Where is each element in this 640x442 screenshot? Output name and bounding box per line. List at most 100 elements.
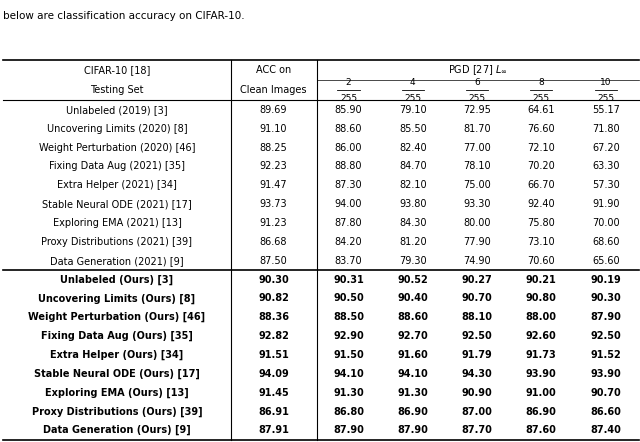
Text: 90.21: 90.21: [526, 274, 557, 285]
Text: 88.00: 88.00: [525, 312, 557, 322]
Text: 255: 255: [340, 94, 357, 103]
Text: 70.60: 70.60: [527, 256, 555, 266]
Text: 91.30: 91.30: [333, 388, 364, 398]
Text: CIFAR-10 [18]: CIFAR-10 [18]: [84, 65, 150, 75]
Text: 93.90: 93.90: [526, 369, 557, 379]
Text: 92.40: 92.40: [527, 199, 555, 209]
Text: 91.60: 91.60: [397, 350, 428, 360]
Text: 72.10: 72.10: [527, 143, 555, 152]
Text: 6: 6: [474, 78, 480, 87]
Text: 4: 4: [410, 78, 415, 87]
Text: 91.23: 91.23: [260, 218, 287, 228]
Text: Clean Images: Clean Images: [241, 85, 307, 95]
Text: 90.70: 90.70: [591, 388, 621, 398]
Text: 10: 10: [600, 78, 612, 87]
Text: 87.40: 87.40: [591, 425, 621, 435]
Text: 91.50: 91.50: [333, 350, 364, 360]
Text: 83.70: 83.70: [335, 256, 362, 266]
Text: PGD [27] $L_\infty$: PGD [27] $L_\infty$: [448, 63, 508, 77]
Text: 93.30: 93.30: [463, 199, 491, 209]
Text: 93.90: 93.90: [591, 369, 621, 379]
Text: 75.80: 75.80: [527, 218, 555, 228]
Text: 2: 2: [346, 78, 351, 87]
Text: ACC on: ACC on: [256, 65, 291, 75]
Text: 87.90: 87.90: [333, 425, 364, 435]
Text: 86.91: 86.91: [258, 407, 289, 416]
Text: 64.61: 64.61: [527, 105, 555, 115]
Text: 87.30: 87.30: [335, 180, 362, 191]
Text: 86.90: 86.90: [525, 407, 557, 416]
Text: 91.30: 91.30: [397, 388, 428, 398]
Text: 8: 8: [538, 78, 544, 87]
Text: 55.17: 55.17: [592, 105, 620, 115]
Text: 88.25: 88.25: [260, 143, 287, 152]
Text: 80.00: 80.00: [463, 218, 491, 228]
Text: 79.30: 79.30: [399, 256, 427, 266]
Text: Fixing Data Aug (Ours) [35]: Fixing Data Aug (Ours) [35]: [41, 331, 193, 341]
Text: 91.79: 91.79: [461, 350, 492, 360]
Text: 92.50: 92.50: [591, 331, 621, 341]
Text: 92.82: 92.82: [258, 331, 289, 341]
Text: 90.90: 90.90: [461, 388, 492, 398]
Text: 90.50: 90.50: [333, 293, 364, 303]
Text: 72.95: 72.95: [463, 105, 491, 115]
Text: 86.60: 86.60: [591, 407, 621, 416]
Text: 77.90: 77.90: [463, 237, 491, 247]
Text: 90.19: 90.19: [591, 274, 621, 285]
Text: 94.00: 94.00: [335, 199, 362, 209]
Text: below are classification accuracy on CIFAR-10.: below are classification accuracy on CIF…: [3, 11, 245, 21]
Text: 93.80: 93.80: [399, 199, 426, 209]
Text: 93.73: 93.73: [260, 199, 287, 209]
Text: 82.40: 82.40: [399, 143, 427, 152]
Text: 85.90: 85.90: [335, 105, 362, 115]
Text: 92.70: 92.70: [397, 331, 428, 341]
Text: Exploring EMA (2021) [13]: Exploring EMA (2021) [13]: [52, 218, 181, 228]
Text: 90.31: 90.31: [333, 274, 364, 285]
Text: 87.91: 87.91: [258, 425, 289, 435]
Text: Extra Helper (Ours) [34]: Extra Helper (Ours) [34]: [51, 350, 184, 360]
Text: Uncovering Limits (Ours) [8]: Uncovering Limits (Ours) [8]: [38, 293, 196, 304]
Text: Stable Neural ODE (Ours) [17]: Stable Neural ODE (Ours) [17]: [34, 369, 200, 379]
Text: Testing Set: Testing Set: [90, 85, 144, 95]
Text: 92.60: 92.60: [526, 331, 557, 341]
Text: Data Generation (Ours) [9]: Data Generation (Ours) [9]: [43, 425, 191, 435]
Text: 90.40: 90.40: [397, 293, 428, 303]
Text: 88.36: 88.36: [258, 312, 289, 322]
Text: 91.47: 91.47: [260, 180, 287, 191]
Text: 76.60: 76.60: [527, 124, 555, 134]
Text: 74.90: 74.90: [463, 256, 491, 266]
Text: 91.51: 91.51: [258, 350, 289, 360]
Text: 91.90: 91.90: [592, 199, 620, 209]
Text: 91.00: 91.00: [526, 388, 557, 398]
Text: 73.10: 73.10: [527, 237, 555, 247]
Text: 86.80: 86.80: [333, 407, 364, 416]
Text: 87.80: 87.80: [335, 218, 362, 228]
Text: 91.45: 91.45: [258, 388, 289, 398]
Text: 255: 255: [468, 94, 486, 103]
Text: 90.80: 90.80: [525, 293, 557, 303]
Text: 88.60: 88.60: [397, 312, 428, 322]
Text: 94.09: 94.09: [258, 369, 289, 379]
Text: Stable Neural ODE (2021) [17]: Stable Neural ODE (2021) [17]: [42, 199, 192, 209]
Text: 94.10: 94.10: [333, 369, 364, 379]
Text: 90.82: 90.82: [258, 293, 289, 303]
Text: Weight Perturbation (2020) [46]: Weight Perturbation (2020) [46]: [38, 143, 195, 152]
Text: 87.90: 87.90: [591, 312, 621, 322]
Text: 84.20: 84.20: [335, 237, 362, 247]
Text: 77.00: 77.00: [463, 143, 491, 152]
Text: 78.10: 78.10: [463, 161, 491, 171]
Text: 66.70: 66.70: [527, 180, 555, 191]
Text: 86.68: 86.68: [260, 237, 287, 247]
Text: 255: 255: [404, 94, 421, 103]
Text: 255: 255: [532, 94, 550, 103]
Text: Fixing Data Aug (2021) [35]: Fixing Data Aug (2021) [35]: [49, 161, 185, 171]
Text: Unlabeled (Ours) [3]: Unlabeled (Ours) [3]: [60, 274, 173, 285]
Text: Weight Perturbation (Ours) [46]: Weight Perturbation (Ours) [46]: [28, 312, 205, 322]
Text: Data Generation (2021) [9]: Data Generation (2021) [9]: [50, 256, 184, 266]
Text: Proxy Distributions (2021) [39]: Proxy Distributions (2021) [39]: [42, 237, 193, 247]
Text: Uncovering Limits (2020) [8]: Uncovering Limits (2020) [8]: [47, 124, 188, 134]
Text: 70.20: 70.20: [527, 161, 555, 171]
Text: 90.70: 90.70: [461, 293, 492, 303]
Text: Proxy Distributions (Ours) [39]: Proxy Distributions (Ours) [39]: [31, 406, 202, 417]
Text: 70.00: 70.00: [592, 218, 620, 228]
